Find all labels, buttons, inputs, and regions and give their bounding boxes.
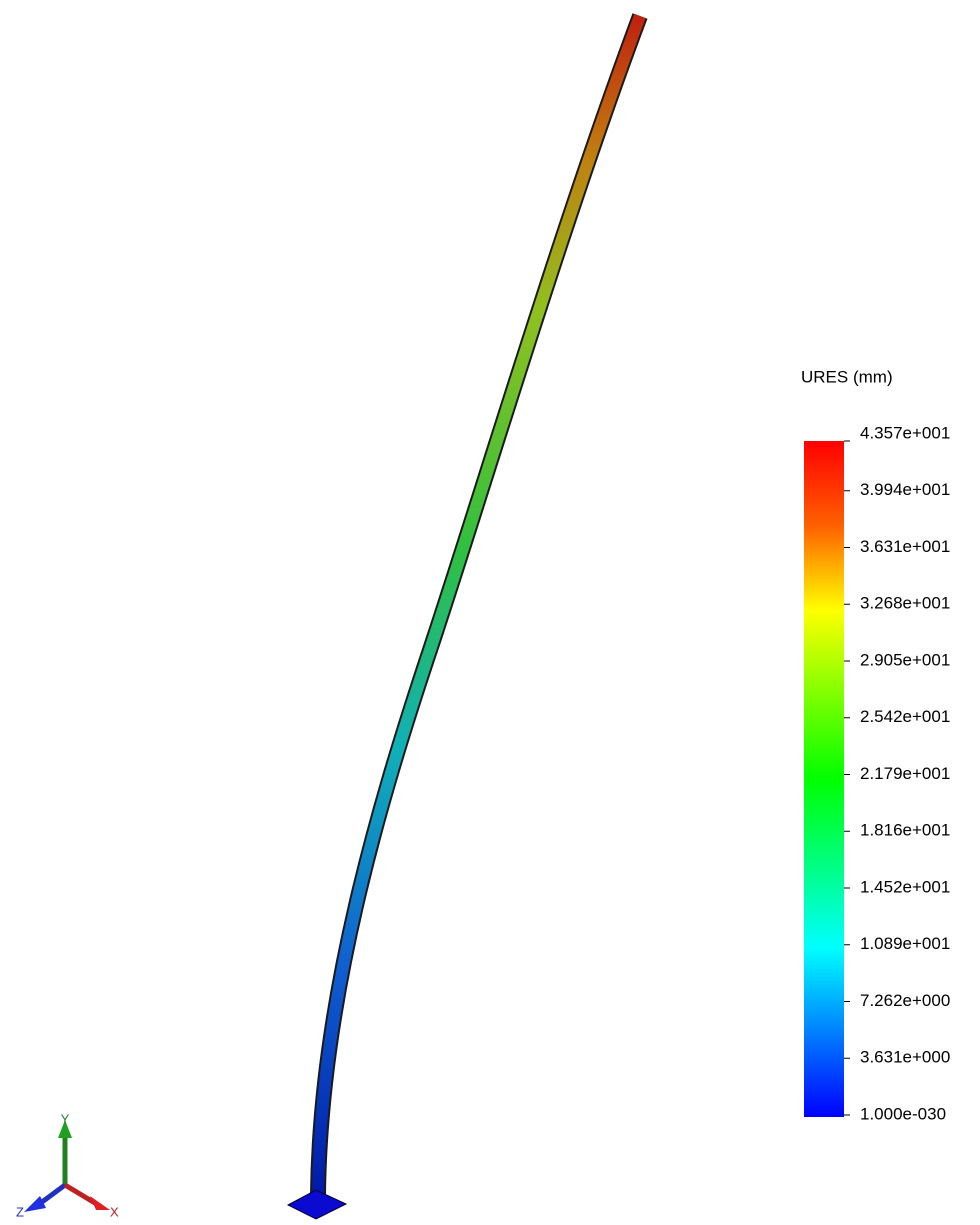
base-plate: [288, 1190, 346, 1219]
tick-label: 2.542e+001: [860, 707, 950, 726]
viewport: Y Z X URES (mm) 4.357e+001 3.994e+001 3.63…: [0, 0, 980, 1220]
triad-x-label: X: [110, 1204, 119, 1219]
beam-outline: [318, 16, 640, 1195]
beam: [318, 16, 640, 1195]
tick-label: 1.452e+001: [860, 877, 950, 896]
tick-label: 4.357e+001: [860, 423, 950, 442]
tick-label: 3.994e+001: [860, 480, 950, 499]
triad-x-axis: [65, 1185, 95, 1203]
tick-label: 1.000e-030: [860, 1104, 946, 1123]
tick-label: 2.179e+001: [860, 764, 950, 783]
tick-label: 3.631e+001: [860, 537, 950, 556]
tick-label: 1.816e+001: [860, 821, 950, 840]
page: {"legend": {"title": "URES (mm)", "ticks…: [0, 0, 980, 1225]
legend-title: URES (mm): [801, 367, 893, 386]
triad-x-arrow: [90, 1196, 110, 1210]
tick-label: 3.631e+000: [860, 1048, 950, 1067]
color-bar: [804, 441, 844, 1117]
tick-label: 7.262e+000: [860, 991, 950, 1010]
tick-label: 3.268e+001: [860, 594, 950, 613]
triad-z-label: Z: [16, 1204, 24, 1219]
triad-z-arrow: [24, 1196, 46, 1212]
triad-y-label: Y: [61, 1111, 70, 1126]
tick-label: 2.905e+001: [860, 650, 950, 669]
legend-ticks: 4.357e+001 3.994e+001 3.631e+001 3.268e+001…: [844, 423, 950, 1123]
tick-label: 1.089e+001: [860, 934, 950, 953]
